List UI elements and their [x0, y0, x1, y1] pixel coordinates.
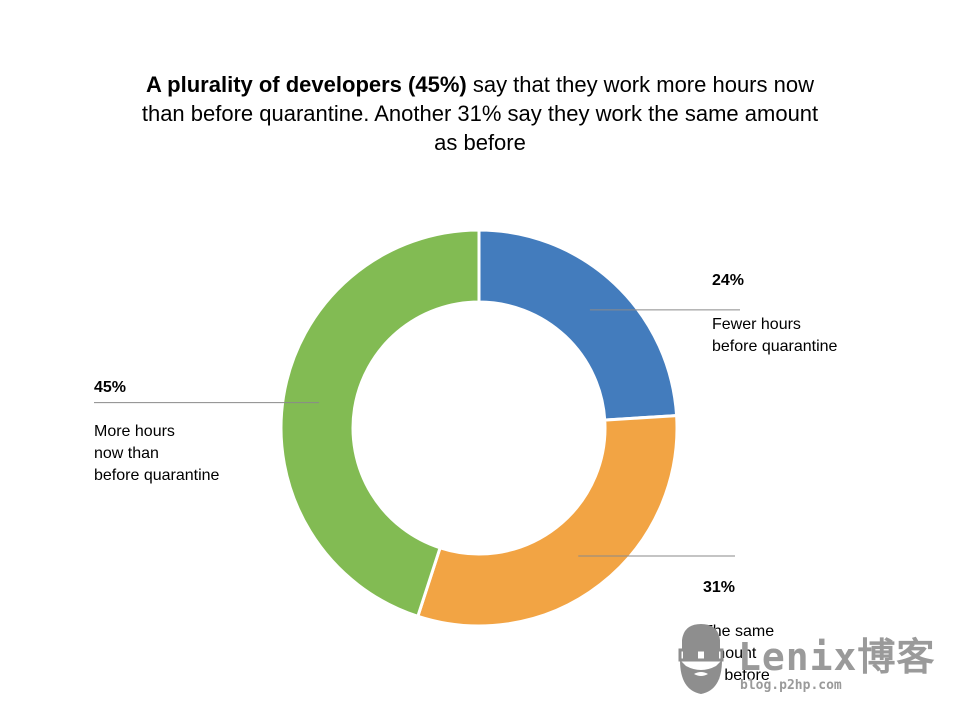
slice-pct-fewer: 24% [712, 272, 745, 289]
watermark: Lenix博客 blog.p2hp.com [668, 620, 953, 700]
donut-slice-more [279, 228, 481, 619]
chart-title: A plurality of developers (45%) say that… [130, 70, 830, 157]
slice-desc-more: More hours now than before quarantine [94, 423, 220, 484]
chart-title-bold: A plurality of developers (45%) [146, 72, 467, 97]
donut-slice-fewer [477, 228, 679, 422]
callout-lines [94, 309, 740, 557]
slice-pct-same: 31% [703, 579, 736, 596]
slice-label-more: 45% More hours now than before quarantin… [94, 355, 219, 509]
chart-title-rest: say that they work more hours now than b… [141, 72, 819, 155]
donut-slice-same [415, 413, 679, 628]
slice-pct-more: 45% [94, 379, 127, 396]
watermark-text: Lenix博客 [738, 635, 936, 679]
bearded-man-glasses-icon [678, 624, 724, 694]
slice-label-fewer: 24% Fewer hours before quarantine [712, 248, 837, 380]
watermark-url: blog.p2hp.com [740, 678, 842, 693]
donut-slices [279, 228, 679, 628]
slice-desc-fewer: Fewer hours before quarantine [712, 316, 838, 355]
